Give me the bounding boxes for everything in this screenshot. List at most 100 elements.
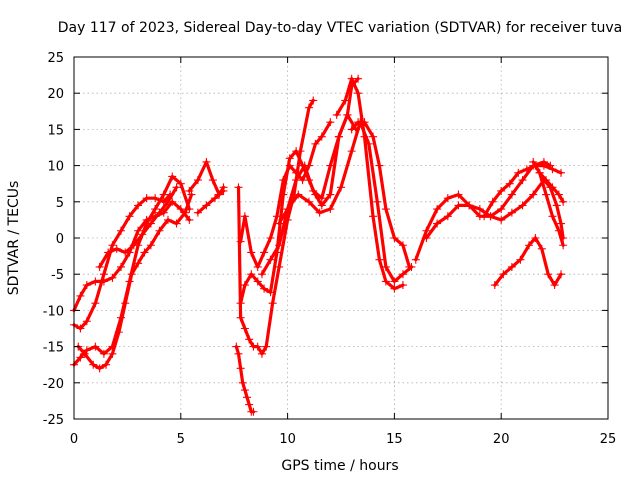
data-point — [381, 277, 390, 286]
data-point — [360, 118, 369, 127]
y-tick-label: 10 — [47, 160, 64, 175]
series-arc-12 — [257, 110, 360, 279]
data-point — [542, 190, 551, 199]
series-arc-11 — [236, 74, 363, 308]
data-point — [557, 219, 566, 228]
data-point — [332, 110, 341, 119]
data-point — [208, 176, 217, 185]
x-tick-label: 5 — [177, 432, 185, 447]
x-tick-label: 20 — [493, 432, 510, 447]
data-point — [544, 270, 553, 279]
series-line — [335, 77, 405, 291]
data-point — [347, 125, 356, 134]
series-line — [187, 160, 226, 197]
data-point — [337, 183, 345, 192]
data-point — [121, 248, 130, 257]
data-point — [236, 313, 245, 322]
series-line — [98, 185, 179, 269]
axis-ticks: 0 5 10 15 20 25 -25 -20 -15 -10 -5 0 5 10 15 20 25 — [43, 51, 617, 447]
data-point — [236, 364, 245, 373]
data-point — [375, 161, 384, 170]
data-point — [140, 248, 149, 257]
data-point — [240, 386, 249, 395]
y-tick-label: 20 — [47, 87, 64, 102]
data-point — [300, 161, 309, 170]
data-point — [243, 393, 252, 402]
data-point — [268, 299, 277, 308]
data-point — [550, 281, 559, 290]
data-point — [480, 212, 489, 221]
data-point — [488, 197, 497, 206]
data-point — [443, 212, 452, 221]
series-arc-22 — [539, 176, 568, 242]
data-point — [518, 176, 527, 185]
data-point — [266, 234, 275, 242]
data-point — [537, 244, 546, 253]
data-point — [292, 176, 301, 185]
data-point — [266, 288, 275, 297]
data-point — [155, 226, 164, 235]
data-point — [398, 270, 407, 279]
data-point — [514, 168, 523, 177]
data-point — [146, 241, 155, 250]
data-point — [138, 230, 147, 239]
y-tick-label: -15 — [43, 341, 64, 356]
data-point — [234, 183, 243, 192]
data-point — [490, 281, 499, 290]
data-point — [516, 255, 525, 264]
data-point — [347, 147, 356, 156]
data-point — [163, 215, 172, 224]
x-axis-label: GPS time / hours — [281, 458, 398, 474]
data-point — [172, 219, 181, 228]
data-point — [317, 132, 326, 141]
data-point — [240, 212, 249, 221]
data-point — [275, 262, 284, 271]
data-point — [433, 219, 442, 228]
data-point — [341, 96, 350, 105]
data-point — [559, 197, 568, 206]
data-point — [99, 270, 108, 279]
data-point — [529, 190, 538, 199]
data-point — [257, 349, 266, 358]
data-point — [82, 281, 91, 290]
data-point — [185, 186, 194, 195]
data-point — [326, 161, 335, 170]
series-arc-7 — [193, 186, 228, 217]
data-point — [76, 353, 85, 362]
data-point — [99, 349, 108, 358]
data-point — [134, 201, 143, 210]
data-point — [159, 190, 168, 199]
data-point — [465, 201, 474, 210]
data-point — [185, 215, 194, 224]
data-point — [95, 262, 104, 271]
data-point — [360, 132, 369, 141]
data-point — [454, 190, 463, 199]
data-point — [172, 183, 181, 192]
data-point — [102, 360, 111, 369]
data-point — [317, 201, 326, 210]
x-tick-label: 25 — [600, 432, 617, 447]
data-point — [326, 205, 335, 214]
data-point — [354, 89, 363, 98]
y-tick-label: 25 — [47, 51, 64, 66]
data-point — [317, 194, 326, 203]
data-point — [114, 328, 123, 337]
data-point — [253, 262, 262, 271]
data-point — [369, 132, 378, 141]
data-point — [375, 255, 384, 264]
series-arc-14 — [332, 74, 407, 293]
data-point — [234, 349, 243, 358]
data-point — [548, 165, 557, 174]
data-point — [559, 234, 568, 242]
data-point — [116, 226, 125, 235]
data-point — [546, 183, 555, 192]
data-point — [369, 212, 378, 221]
data-point — [76, 291, 85, 300]
data-point — [91, 277, 100, 286]
data-point — [91, 299, 100, 308]
data-point — [168, 172, 177, 181]
data-point — [151, 194, 160, 203]
data-point — [104, 248, 113, 257]
data-point — [176, 205, 185, 214]
data-point — [134, 259, 143, 268]
